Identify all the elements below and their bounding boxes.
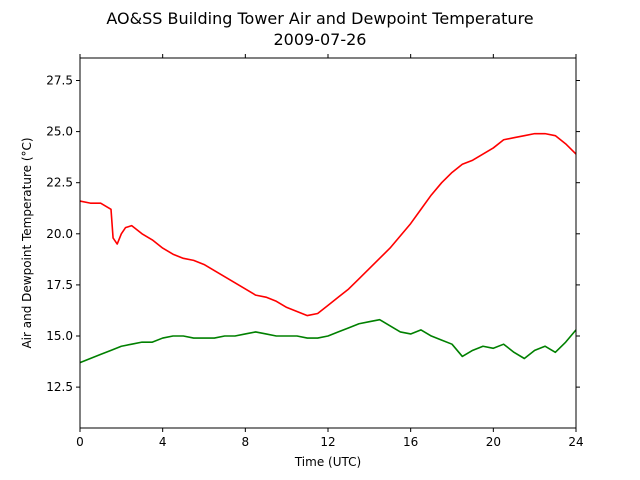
x-tick-label: 8	[242, 435, 250, 449]
y-axis-label: Air and Dewpoint Temperature (°C)	[20, 137, 34, 348]
y-tick-label: 15.0	[46, 329, 73, 343]
x-tick-label: 24	[568, 435, 583, 449]
x-axis-label: Time (UTC)	[294, 455, 361, 469]
series-line-1	[79, 132, 577, 317]
series-line-2	[79, 318, 577, 364]
x-tick-label: 16	[403, 435, 418, 449]
y-tick-label: 12.5	[46, 380, 73, 394]
chart-title: AO&SS Building Tower Air and Dewpoint Te…	[106, 9, 533, 28]
y-axis-ticks: 12.5 15.0 17.5 20.0 22.5 25.0 27.5	[46, 73, 580, 394]
y-tick-label: 25.0	[46, 125, 73, 139]
x-tick-label: 20	[486, 435, 501, 449]
series-layer	[79, 132, 577, 364]
y-tick-label: 17.5	[46, 278, 73, 292]
y-tick-label: 27.5	[46, 73, 73, 87]
chart-subtitle: 2009-07-26	[274, 30, 367, 49]
x-tick-label: 0	[76, 435, 84, 449]
y-tick-label: 22.5	[46, 176, 73, 190]
y-tick-label: 20.0	[46, 227, 73, 241]
x-tick-label: 12	[320, 435, 335, 449]
x-tick-label: 4	[159, 435, 167, 449]
x-axis-ticks: 0 4 8 12 16 20 24	[76, 54, 584, 449]
